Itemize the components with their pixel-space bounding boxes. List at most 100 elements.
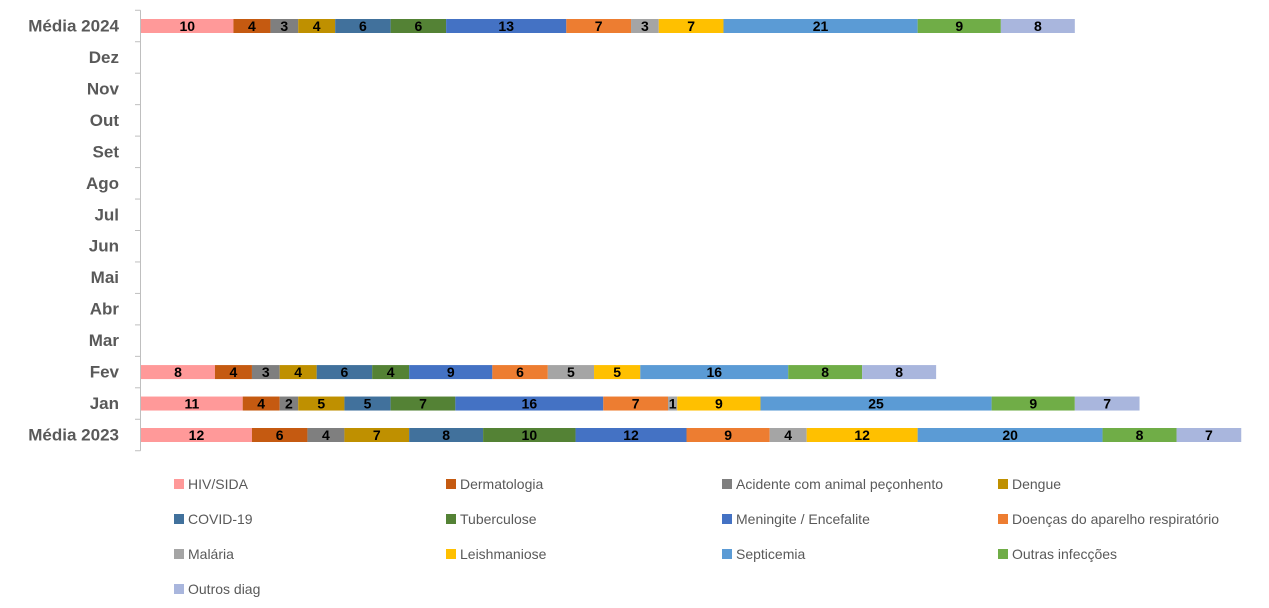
bar-segment [298, 19, 336, 33]
bar-segment [446, 19, 567, 33]
data-label: 4 [257, 396, 265, 412]
bar-segment [251, 428, 308, 442]
category-label: Média 2024 [28, 17, 119, 36]
bar-segment [214, 365, 252, 380]
legend-item: Acidente com animal peçonhento [722, 474, 943, 494]
category-label: Abr [90, 300, 120, 319]
data-label: 4 [313, 18, 321, 34]
data-label: 4 [784, 427, 792, 443]
bar-segment [242, 396, 280, 411]
bar-segment [279, 396, 299, 411]
bar-segment [686, 428, 770, 442]
bar-segment [492, 365, 548, 380]
bar-segment [566, 19, 632, 33]
category-label: Set [93, 142, 120, 161]
bar-segment [547, 365, 595, 380]
bar-segment [1000, 19, 1075, 33]
data-label: 7 [1205, 427, 1213, 443]
data-label: 6 [516, 364, 524, 380]
legend-swatch [998, 479, 1008, 489]
legend-item: HIV/SIDA [174, 474, 248, 494]
data-label: 4 [230, 364, 238, 380]
data-label: 4 [248, 18, 256, 34]
legend-item: Septicemia [722, 544, 805, 564]
legend-label: Dermatologia [460, 476, 544, 492]
data-label: 16 [522, 396, 538, 412]
data-label: 9 [1029, 396, 1037, 412]
bar-segment [594, 365, 641, 380]
data-label: 20 [1002, 427, 1018, 443]
data-label: 9 [724, 427, 732, 443]
bar-segment [1176, 428, 1242, 442]
data-label: 12 [854, 427, 870, 443]
data-label: 3 [280, 18, 288, 34]
bar-segment [390, 396, 456, 411]
data-label: 8 [1136, 427, 1144, 443]
data-label: 5 [317, 396, 325, 412]
data-label: 3 [262, 364, 270, 380]
legend-label: Outras infecções [1012, 546, 1118, 562]
legend-label: Outros diag [188, 581, 261, 597]
category-label: Nov [87, 79, 120, 98]
legend-label: Tuberculose [460, 511, 537, 527]
legend-item: Meningite / Encefalite [722, 509, 870, 529]
data-label: 7 [419, 396, 427, 412]
bar-segment [483, 428, 576, 442]
legend-swatch [446, 549, 456, 559]
legend-swatch [174, 549, 184, 559]
legend-item: Malária [174, 544, 234, 564]
data-label: 5 [567, 364, 575, 380]
legend-swatch [998, 549, 1008, 559]
data-label: 8 [442, 427, 450, 443]
bar-segment [141, 396, 243, 411]
bar-segments [141, 19, 1242, 442]
legend-label: Septicemia [736, 546, 806, 562]
bar-segment [658, 19, 724, 33]
bar-segment [409, 365, 493, 380]
bar-segment [769, 428, 807, 442]
data-label: 11 [184, 396, 199, 412]
legend-label: Doenças do aparelho respiratório [1012, 511, 1220, 527]
legend-label: Leishmaniose [460, 546, 547, 562]
data-label: 6 [276, 427, 284, 443]
bar-segment [723, 19, 918, 33]
category-label: Média 2023 [28, 426, 119, 445]
data-label: 4 [387, 364, 395, 380]
data-label: 7 [1103, 396, 1111, 412]
category-label: Dez [89, 48, 119, 67]
legend-item: Outras infecções [998, 544, 1117, 564]
category-axis-ticks [135, 9, 141, 452]
category-axis-labels: Média 2024 Dez Nov Out Set Ago Jul Jun Mai Abr Mar… [28, 17, 119, 445]
bar-segment [806, 428, 918, 442]
legend-label: HIV/SIDA [188, 476, 248, 492]
bar-segment [279, 365, 317, 380]
category-label: Fev [90, 363, 120, 382]
data-label: 2 [285, 396, 293, 412]
bar-segment [640, 365, 789, 380]
data-label: 6 [341, 364, 349, 380]
bar-segment [141, 365, 215, 380]
bar-segment [631, 19, 659, 33]
data-label: 25 [868, 396, 884, 412]
legend-swatch [174, 479, 184, 489]
bar-segment [668, 396, 678, 411]
category-label: Jul [94, 205, 119, 224]
bar-segment [141, 19, 234, 33]
data-label: 12 [623, 427, 639, 443]
bar-segment [760, 396, 992, 411]
bar-segment [1102, 428, 1177, 442]
data-label: 16 [706, 364, 722, 380]
legend-label: Acidente com animal peçonhento [736, 476, 944, 492]
legend-item: Leishmaniose [446, 544, 546, 564]
data-label: 4 [294, 364, 302, 380]
data-label: 4 [322, 427, 330, 443]
data-label: 13 [498, 18, 514, 34]
legend-item: Tuberculose [446, 509, 537, 529]
bar-segment [335, 19, 391, 33]
bar-segment [862, 365, 937, 380]
legend-label: Meningite / Encefalite [736, 511, 870, 527]
data-label: 6 [414, 18, 422, 34]
data-label: 6 [359, 18, 367, 34]
legend-swatch [446, 479, 456, 489]
data-label: 12 [189, 427, 205, 443]
